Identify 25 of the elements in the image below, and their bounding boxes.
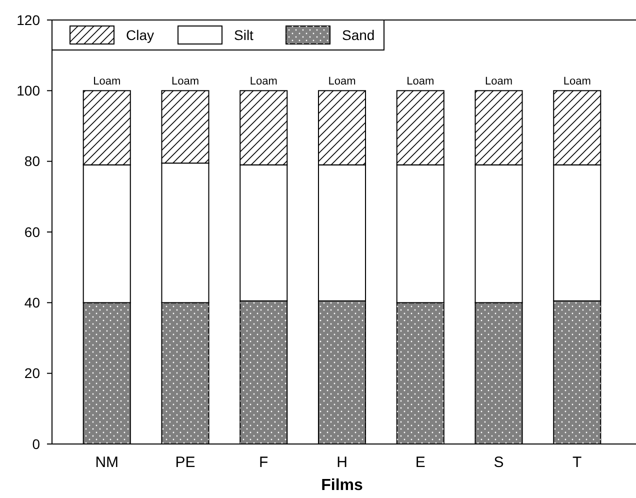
annotation: Loam [406,76,434,88]
y-tick-label: 0 [32,436,40,452]
x-axis-title: Films [321,477,363,494]
y-tick-label: 40 [24,294,40,311]
x-tick-label: S [494,454,504,471]
annotation: Loam [484,76,513,88]
y-tick-label: 20 [24,365,40,382]
annotation: Loam [250,76,278,88]
y-tick-label: 80 [24,153,40,170]
legend-label: Clay [126,26,154,43]
y-tick-label: 120 [16,12,40,28]
x-tick-label: F [259,454,268,471]
legend-label: Sand [342,26,375,43]
annotation: Loam [93,76,121,88]
annotation: Loam [563,76,591,88]
x-tick-label: H [336,454,348,471]
x-tick-label: T [572,454,582,471]
x-tick-label: NM [95,454,119,471]
legend-label: Silt [234,26,254,43]
annotation: Loam [171,76,200,88]
y-tick-label: 60 [24,224,40,240]
y-tick-label: 100 [16,82,40,99]
annotation: Loam [328,76,356,88]
x-tick-label: E [415,454,426,471]
x-tick-label: PE [175,454,196,471]
